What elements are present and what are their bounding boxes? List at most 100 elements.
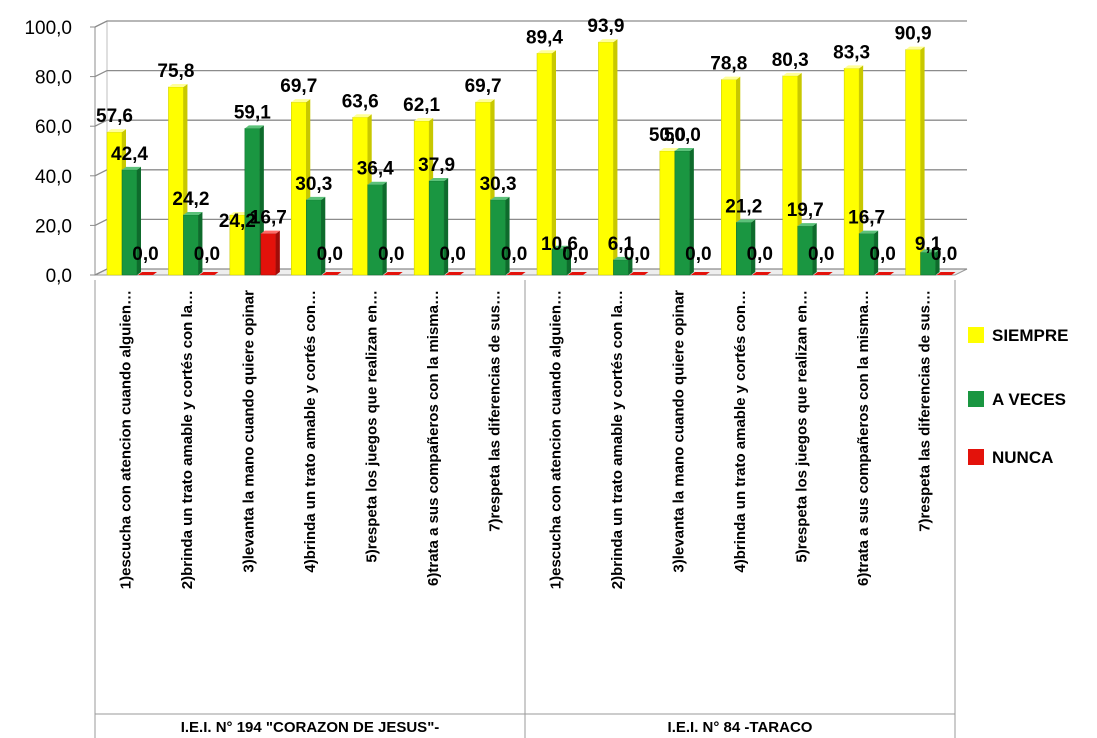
- bar-top: [674, 148, 694, 151]
- group-axis: I.E.I. N° 194 "CORAZON DE JESUS"- I.E.I. …: [94, 280, 956, 738]
- bar-side: [874, 230, 879, 275]
- bar: [721, 76, 741, 276]
- data-label: 89,4: [526, 27, 563, 48]
- y-tick-label: 20,0: [35, 216, 72, 237]
- bar-top: [736, 219, 756, 223]
- data-label: 90,9: [895, 24, 932, 45]
- data-label: 0,0: [562, 244, 588, 265]
- bar-side: [444, 178, 449, 275]
- bar: [551, 245, 571, 276]
- bar-top: [613, 256, 633, 260]
- bar-flat: [568, 272, 587, 275]
- bar-flat: [629, 272, 649, 275]
- data-labels: 57,6 75,8 24,2 69,7 63,6 62,1 69,7 89,4 93,9 50,0…: [96, 16, 957, 265]
- bar-top: [659, 148, 679, 151]
- data-label: 16,7: [250, 208, 287, 229]
- category-label: 4)brinda un trato amable y cortés con…: [732, 290, 749, 573]
- bar-front: [721, 79, 737, 276]
- bar-top: [537, 50, 556, 54]
- data-label: 0,0: [132, 244, 158, 265]
- bar-side: [935, 249, 940, 275]
- data-label: 16,7: [848, 208, 885, 229]
- bar: [428, 178, 449, 276]
- category-label: 3)levanta la mano cuando quiere opinar: [671, 290, 688, 573]
- bar-side: [275, 230, 280, 275]
- data-label: 0,0: [317, 244, 343, 265]
- bar: [536, 50, 556, 276]
- bar-front: [260, 233, 277, 276]
- bar-top: [475, 99, 495, 103]
- data-label: 93,9: [587, 16, 624, 37]
- bar-top: [244, 125, 264, 129]
- bar: [797, 223, 817, 276]
- bar-top: [920, 249, 940, 253]
- bar-top: [168, 84, 188, 88]
- category-label: 5)respeta los juegos que realizan en…: [363, 290, 380, 563]
- bar-side: [689, 148, 694, 275]
- bar: [367, 181, 387, 276]
- category-label: 6)trata a sus compañeros con la misma…: [855, 290, 872, 586]
- bar-front: [659, 150, 676, 276]
- bar: [506, 272, 526, 275]
- category-label: 1)escucha con atencion cuando alguien…: [548, 290, 565, 589]
- bar-side: [812, 223, 817, 275]
- bar-top: [905, 46, 925, 50]
- bar: [905, 46, 925, 276]
- bar-top: [721, 76, 741, 80]
- bar: [568, 272, 587, 275]
- bar-flat: [199, 272, 219, 275]
- data-label: 57,6: [96, 106, 133, 127]
- data-label: 30,3: [295, 174, 332, 195]
- bar: [260, 230, 280, 276]
- bar-top: [598, 39, 618, 43]
- bar-side: [751, 219, 756, 275]
- legend: SIEMPRE A VECES NUNCA: [968, 326, 1069, 467]
- bar-top: [122, 166, 141, 170]
- bar-side: [382, 181, 387, 275]
- data-label: 0,0: [194, 244, 220, 265]
- bar-side: [628, 256, 633, 275]
- category-label: 1)escucha con atencion cuando alguien…: [118, 290, 135, 589]
- data-label: 63,6: [342, 91, 379, 112]
- category-label: 4)brinda un trato amable y cortés con…: [302, 290, 319, 573]
- category-label: 5)respeta los juegos que realizan en…: [793, 290, 810, 563]
- data-label: 9,1: [915, 234, 942, 255]
- data-label: 37,9: [418, 155, 455, 176]
- bar-side: [613, 39, 618, 276]
- bar-front: [352, 117, 368, 276]
- data-label: 0,0: [378, 244, 404, 265]
- data-label: 50,0: [664, 125, 701, 146]
- bar: [445, 272, 465, 275]
- data-label: 69,7: [465, 76, 502, 97]
- bar-flat: [875, 272, 895, 275]
- bar-flat: [813, 272, 833, 275]
- bar: [138, 272, 157, 275]
- data-label: 0,0: [624, 244, 650, 265]
- y-axis-ticks: 0,0 20,0 40,0 60,0 80,0 100,0: [24, 18, 96, 287]
- bar: [490, 196, 510, 276]
- bar-flat: [138, 272, 157, 275]
- data-label: 21,2: [725, 196, 762, 217]
- bar-top: [552, 245, 571, 249]
- legend-label: A VECES: [992, 390, 1066, 409]
- bar-top: [352, 114, 372, 118]
- bar-top: [844, 65, 864, 69]
- bar: [875, 272, 895, 275]
- bar: [674, 148, 694, 276]
- bar: [858, 230, 879, 276]
- bar-flat: [690, 272, 710, 275]
- bar-flat: [322, 272, 342, 275]
- bars: [106, 39, 956, 276]
- gridline: [94, 169, 967, 177]
- bar-top: [782, 72, 802, 76]
- data-label: 6,1: [608, 234, 635, 255]
- data-label: 24,2: [172, 189, 209, 210]
- bar-side: [137, 166, 141, 275]
- bar: [920, 249, 940, 276]
- data-label: 0,0: [747, 244, 773, 265]
- data-label: 50,0: [649, 125, 686, 146]
- bar-top: [229, 211, 249, 215]
- bar: [199, 272, 219, 275]
- bar-side: [552, 50, 556, 276]
